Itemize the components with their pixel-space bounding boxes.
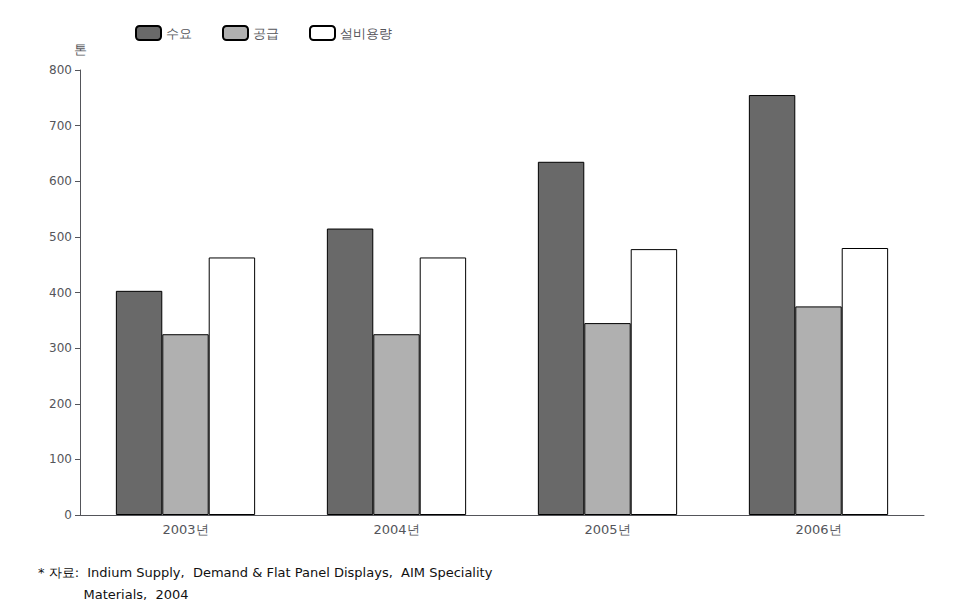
svg-text:2005년: 2005년 [584,522,630,537]
svg-text:500: 500 [49,230,72,244]
svg-text:0: 0 [64,508,72,522]
svg-text:Materials, 2004: Materials, 2004 [38,587,189,602]
svg-text:800: 800 [49,63,72,77]
svg-text:400: 400 [49,286,72,300]
svg-text:톤: 톤 [74,42,87,57]
svg-text:* 자료: Indium Supply, Demand: * 자료: Indium Supply, Demand & Flat Panel… [38,565,493,580]
svg-text:2003년: 2003년 [162,522,208,537]
svg-text:300: 300 [49,341,72,355]
svg-text:공급: 공급 [253,26,279,41]
svg-text:2004년: 2004년 [373,522,419,537]
svg-text:설비용량: 설비용량 [340,26,392,41]
svg-text:수요: 수요 [166,26,192,41]
svg-text:200: 200 [49,397,72,411]
svg-text:2006년: 2006년 [795,522,841,537]
svg-text:700: 700 [49,119,72,133]
svg-text:100: 100 [49,452,72,466]
svg-text:600: 600 [49,174,72,188]
